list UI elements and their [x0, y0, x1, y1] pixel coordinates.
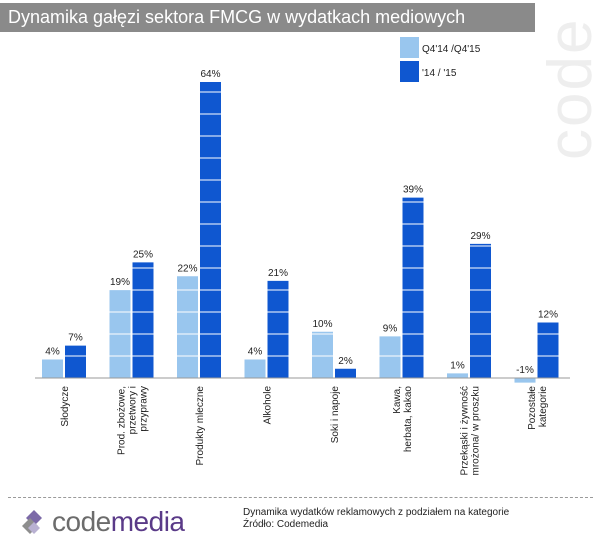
data-label-1-0: 4% [45, 347, 60, 358]
bar-2-2 [200, 82, 221, 378]
category-label-line: Alkohole [263, 386, 274, 425]
title-bar: Dynamika gałęzi sektora FMCG w wydatkach… [0, 3, 535, 32]
data-label-2-2: 64% [200, 69, 220, 80]
footer-note: Dynamika wydatków reklamowych z podziałe… [243, 507, 509, 531]
bar-2-6 [470, 243, 491, 378]
category-label-line: Pozostałe [527, 386, 538, 430]
logo-word-media: media [110, 506, 185, 537]
category-label-line: Słodycze [60, 386, 71, 427]
category-labels-layer: Słodycze Prod. zbożowe, przetwory i przypra… [60, 386, 549, 476]
bar-chart: Q4'14 /Q4'15 '14 / '15 4%7%19%25%22%64%4… [35, 37, 570, 476]
data-label-1-6: 1% [450, 360, 465, 371]
bar-1-3 [244, 359, 266, 378]
category-label-4: Soki i napoje [330, 386, 341, 444]
legend-label-series-1: Q4'14 /Q4'15 [422, 44, 481, 55]
category-label-line: Produkty mleczne [195, 386, 206, 466]
category-label-line: herbata, kakao [403, 386, 414, 453]
bar-2-4 [335, 368, 356, 378]
legend-label-series-2: '14 / '15 [422, 68, 457, 79]
bar-1-7 [514, 378, 536, 383]
bar-2-3 [267, 280, 289, 378]
category-label-3: Alkohole [263, 386, 274, 425]
category-label-line: Przekąski i żywność [460, 386, 471, 475]
logo-word-code: code [52, 506, 111, 537]
bar-2-7 [537, 322, 559, 378]
data-label-1-1: 19% [110, 277, 130, 288]
footer-divider [8, 497, 593, 498]
data-label-2-4: 2% [338, 356, 353, 367]
data-label-2-7: 12% [538, 310, 558, 321]
bar-1-6 [447, 373, 468, 378]
data-label-2-6: 29% [470, 231, 490, 242]
data-label-1-7: -1% [516, 365, 534, 376]
data-labels-layer: 4% 7% 19% 25% 22% 64% 4% 21% 10% 2% 9% 39% 1% 29% -1% 1… [45, 69, 558, 376]
category-label-2: Produkty mleczne [195, 386, 206, 466]
category-label-1: Prod. zbożowe, przetwory i przyprawy [117, 386, 150, 455]
category-label-6: Przekąski i żywność mrożona/ w proszku [460, 386, 482, 475]
category-label-line: przetwory i [128, 386, 139, 434]
data-label-2-5: 39% [403, 185, 423, 196]
codemedia-logo: codemedia [20, 505, 185, 539]
category-label-line: kategorie [538, 386, 549, 428]
category-label-line: Kawa, [392, 386, 403, 414]
data-label-1-2: 22% [177, 263, 197, 274]
codemedia-logo-mark-icon [22, 510, 42, 534]
category-label-5: Kawa, herbata, kakao [392, 386, 414, 453]
bar-1-4 [312, 331, 333, 378]
bars-layer [42, 82, 559, 383]
data-label-1-5: 9% [383, 323, 398, 334]
category-label-line: mrożona/ w proszku [471, 386, 482, 475]
data-label-2-1: 25% [133, 249, 153, 260]
data-label-2-3: 21% [268, 268, 288, 279]
chart-title: Dynamika gałęzi sektora FMCG w wydatkach… [8, 7, 466, 27]
bar-1-0 [42, 359, 63, 378]
footer-note-source: Źródło: Codemedia [243, 519, 329, 530]
logo-wordmark: codemedia [52, 506, 185, 538]
data-label-1-3: 4% [248, 347, 263, 358]
category-label-line: przyprawy [139, 386, 150, 432]
data-label-1-4: 10% [312, 319, 332, 330]
legend-swatch-series-2 [400, 61, 419, 82]
bar-2-5 [402, 197, 424, 378]
category-label-0: Słodycze [60, 386, 71, 427]
footer-note-description: Dynamika wydatków reklamowych z podziałe… [243, 507, 510, 518]
bar-1-5 [379, 336, 401, 378]
category-label-line: Prod. zbożowe, [117, 386, 128, 455]
bar-1-1 [109, 290, 131, 378]
data-label-2-0: 7% [68, 333, 83, 344]
bar-1-2 [177, 276, 198, 378]
category-label-line: Soki i napoje [330, 386, 341, 444]
bar-2-1 [132, 262, 154, 378]
category-label-7: Pozostałe kategorie [527, 386, 549, 430]
bar-2-0 [65, 345, 86, 378]
legend: Q4'14 /Q4'15 '14 / '15 [400, 37, 481, 82]
legend-swatch-series-1 [400, 37, 419, 58]
